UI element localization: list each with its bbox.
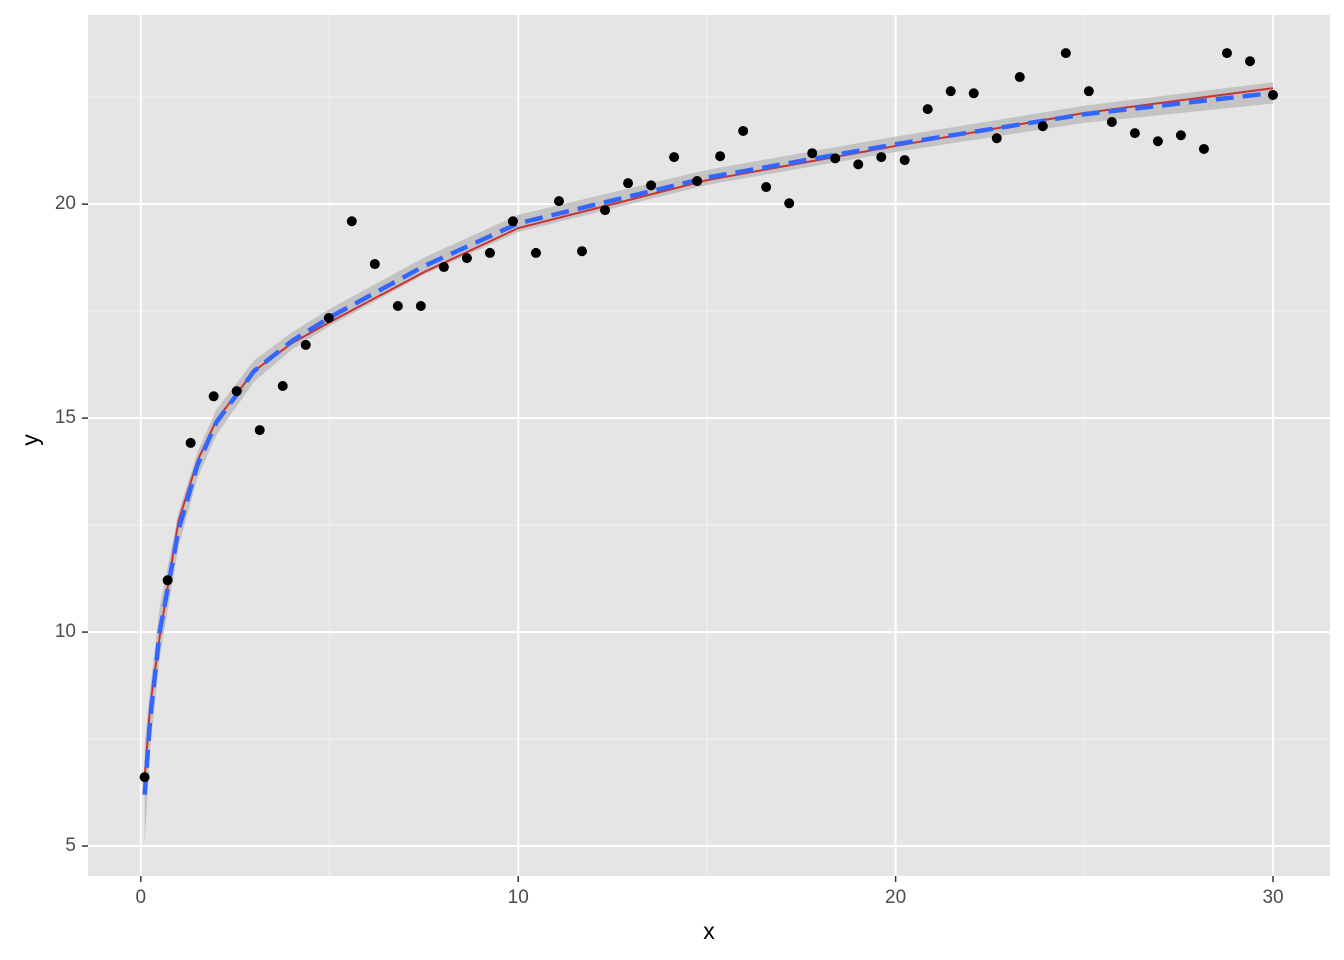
point [323, 312, 334, 323]
point [254, 425, 265, 436]
point [369, 259, 380, 270]
point [807, 148, 818, 159]
point [461, 253, 472, 264]
point [1106, 116, 1117, 127]
x-tick-label: 30 [1262, 887, 1283, 908]
point [577, 246, 588, 257]
point [162, 575, 173, 586]
point [692, 176, 703, 187]
y-axis-title: y [17, 434, 43, 446]
point [1198, 143, 1209, 154]
point [922, 104, 933, 115]
point [876, 152, 887, 163]
point [784, 198, 795, 209]
panel [88, 15, 1330, 876]
point [530, 247, 541, 258]
y-tick-label: 5 [65, 835, 76, 856]
point [1129, 128, 1140, 139]
y-tick-label: 20 [55, 193, 76, 214]
point [830, 153, 841, 164]
point [623, 178, 634, 189]
point [600, 205, 611, 216]
point [392, 300, 403, 311]
point [715, 151, 726, 162]
point [945, 86, 956, 97]
point [1083, 86, 1094, 97]
point [300, 339, 311, 350]
point [1152, 136, 1163, 147]
y-tick-label: 10 [55, 621, 76, 642]
point [553, 196, 564, 207]
point [853, 159, 864, 170]
point [899, 155, 910, 166]
point [1221, 48, 1232, 59]
point [185, 437, 196, 448]
point [761, 182, 772, 193]
point [1014, 72, 1025, 83]
point [1244, 56, 1255, 67]
x-tick-label: 20 [885, 887, 906, 908]
point [507, 216, 518, 227]
point [669, 152, 680, 163]
point [139, 772, 150, 783]
x-tick-label: 10 [508, 887, 529, 908]
point [346, 216, 357, 227]
point [991, 133, 1002, 144]
point [277, 381, 288, 392]
x-axis-title: x [703, 918, 715, 944]
point [484, 247, 495, 258]
point [1060, 48, 1071, 59]
point [438, 262, 449, 273]
point [231, 386, 242, 397]
point [968, 88, 979, 99]
x-tick-label: 0 [136, 887, 147, 908]
y-tick-label: 15 [55, 407, 76, 428]
point [738, 125, 749, 136]
point [1037, 121, 1048, 132]
point [208, 391, 219, 402]
point [415, 300, 426, 311]
point [646, 180, 657, 191]
point [1175, 130, 1186, 141]
confidence-ribbon [144, 82, 1274, 847]
point [1268, 90, 1279, 101]
